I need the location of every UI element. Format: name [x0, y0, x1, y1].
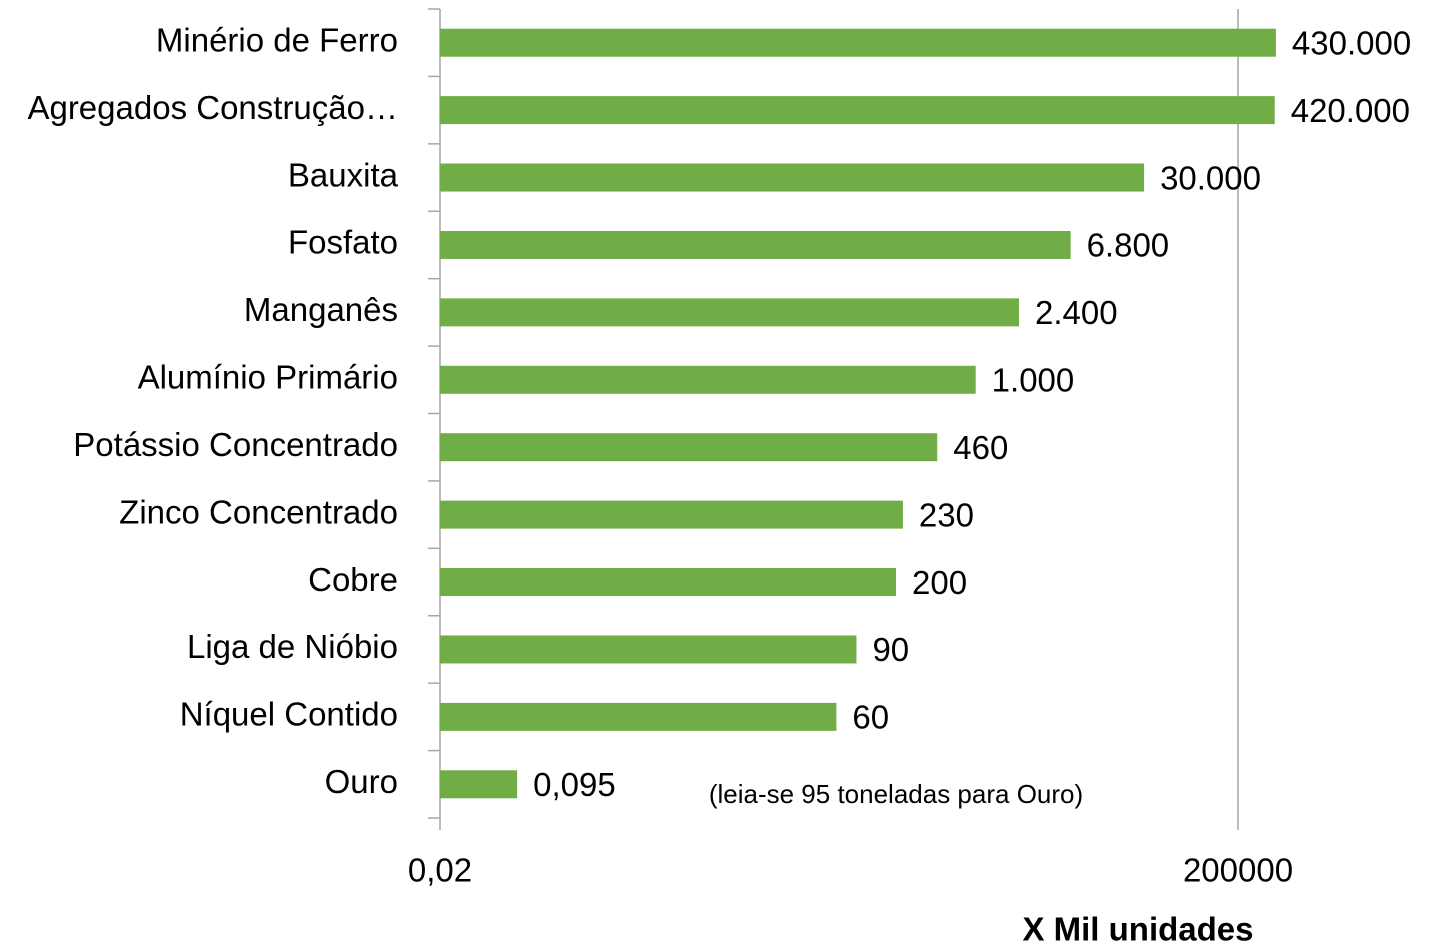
bar — [440, 365, 976, 394]
x-tick-label: 0,02 — [408, 852, 472, 889]
value-label: 1.000 — [992, 362, 1075, 399]
y-tick-label: Zinco Concentrado — [119, 493, 398, 530]
y-tick-label: Bauxita — [288, 156, 399, 193]
y-tick-label: Cobre — [308, 561, 398, 598]
value-label: 460 — [953, 429, 1008, 466]
x-axis-label: X Mil unidades — [1022, 911, 1253, 948]
bar — [440, 635, 857, 664]
y-tick-label: Fosfato — [288, 224, 398, 261]
value-label: 0,095 — [533, 766, 616, 803]
bar — [440, 702, 837, 731]
annotation: (leia-se 95 toneladas para Ouro) — [709, 779, 1083, 809]
value-label: 6.800 — [1087, 227, 1170, 264]
bar — [440, 28, 1276, 57]
y-tick-label: Alumínio Primário — [138, 359, 398, 396]
value-label: 230 — [919, 496, 974, 533]
value-label: 430.000 — [1292, 24, 1411, 61]
y-tick-label: Potássio Concentrado — [73, 426, 398, 463]
value-label: 90 — [872, 631, 909, 668]
bar — [440, 230, 1071, 259]
value-label: 420.000 — [1291, 92, 1410, 129]
y-tick-label: Minério de Ferro — [156, 21, 398, 58]
bar — [440, 500, 903, 529]
y-tick-label: Manganês — [244, 291, 398, 328]
y-tick-label: Ouro — [325, 763, 398, 800]
value-label: 200 — [912, 564, 967, 601]
bar — [440, 770, 518, 799]
bar — [440, 163, 1145, 192]
x-tick-label: 200000 — [1183, 852, 1293, 889]
y-tick-label: Agregados Construção… — [27, 89, 398, 126]
bar — [440, 568, 896, 597]
bar — [440, 433, 938, 462]
y-tick-label: Níquel Contido — [180, 696, 398, 733]
value-label: 2.400 — [1035, 294, 1118, 331]
bar — [440, 96, 1275, 125]
value-label: 30.000 — [1160, 159, 1261, 196]
bar — [440, 298, 1020, 327]
value-label: 60 — [852, 699, 889, 736]
y-tick-label: Liga de Nióbio — [187, 628, 398, 665]
